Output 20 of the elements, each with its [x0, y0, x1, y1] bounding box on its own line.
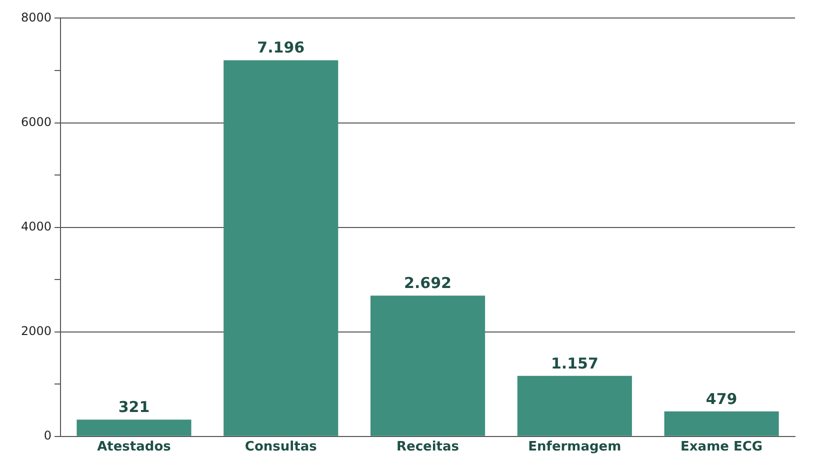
y-tick-label: 0: [44, 428, 52, 443]
data-label: 2.692: [404, 274, 452, 292]
y-tick-label: 8000: [20, 10, 52, 24]
bar: [664, 411, 779, 436]
y-tick-label: 2000: [20, 324, 52, 338]
bar: [370, 296, 486, 436]
data-label: 7.196: [257, 38, 305, 57]
data-label: 479: [706, 390, 738, 408]
data-label: 321: [118, 398, 150, 416]
x-tick-label: Consultas: [244, 440, 318, 455]
data-label: 1.157: [550, 354, 598, 372]
x-tick-label: Enfermagem: [528, 440, 622, 455]
y-tick-label: 6000: [20, 114, 52, 129]
bar: [517, 376, 632, 436]
bar: [76, 420, 192, 436]
x-tick-label: Exame ECG: [680, 440, 763, 455]
x-tick-label: Atestados: [97, 440, 172, 455]
bar: [224, 60, 338, 436]
x-tick-label: Receitas: [396, 440, 460, 455]
y-tick-label: 4000: [20, 219, 52, 234]
